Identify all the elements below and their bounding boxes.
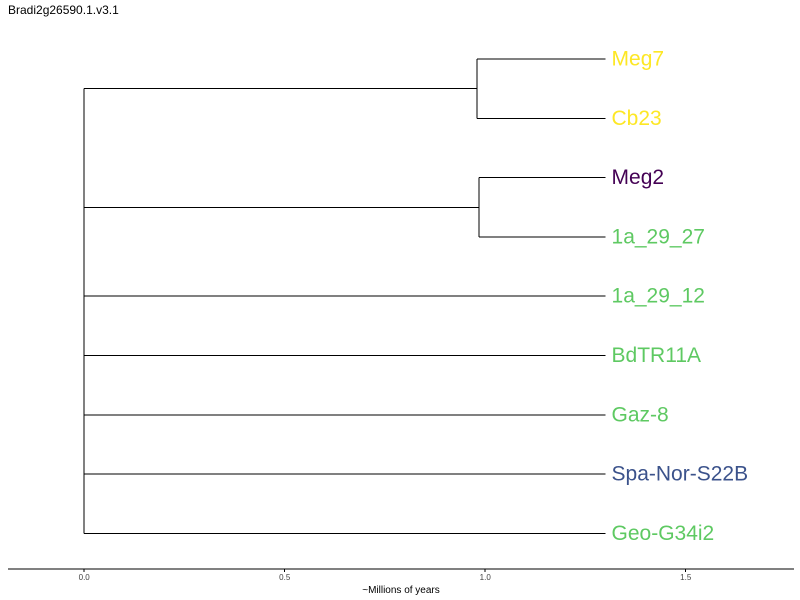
branches bbox=[83, 58, 606, 534]
leaf-label-1a_29_12: 1a_29_12 bbox=[612, 285, 705, 308]
leaf-label-1a_29_27: 1a_29_27 bbox=[612, 225, 705, 248]
leaf-label-meg7: Meg7 bbox=[612, 48, 665, 71]
leaf-label-spa-nor-s22b: Spa-Nor-S22B bbox=[612, 463, 749, 486]
x-tick-label-0: 0.0 bbox=[79, 573, 91, 582]
leaf-label-cb23: Cb23 bbox=[612, 107, 662, 130]
plot-title: Bradi2g26590.1.v3.1 bbox=[8, 3, 119, 17]
x-axis: 0.0 0.5 1.0 1.5 ~Millions of years bbox=[8, 568, 794, 596]
leaf-label-bdtr11a: BdTR11A bbox=[612, 344, 702, 367]
leaf-labels: Meg7 Cb23 Meg2 1a_29_27 1a_29_12 BdTR11A Gaz-8… bbox=[612, 48, 749, 545]
x-tick-label-2: 1.0 bbox=[480, 573, 492, 582]
leaf-label-geo-g34i2: Geo-G34i2 bbox=[612, 522, 715, 545]
x-tick-label-3: 1.5 bbox=[680, 573, 692, 582]
leaf-label-meg2: Meg2 bbox=[612, 166, 665, 189]
x-tick-label-1: 0.5 bbox=[279, 573, 291, 582]
leaf-label-gaz8: Gaz-8 bbox=[612, 403, 669, 426]
x-axis-label: ~Millions of years bbox=[362, 585, 440, 596]
